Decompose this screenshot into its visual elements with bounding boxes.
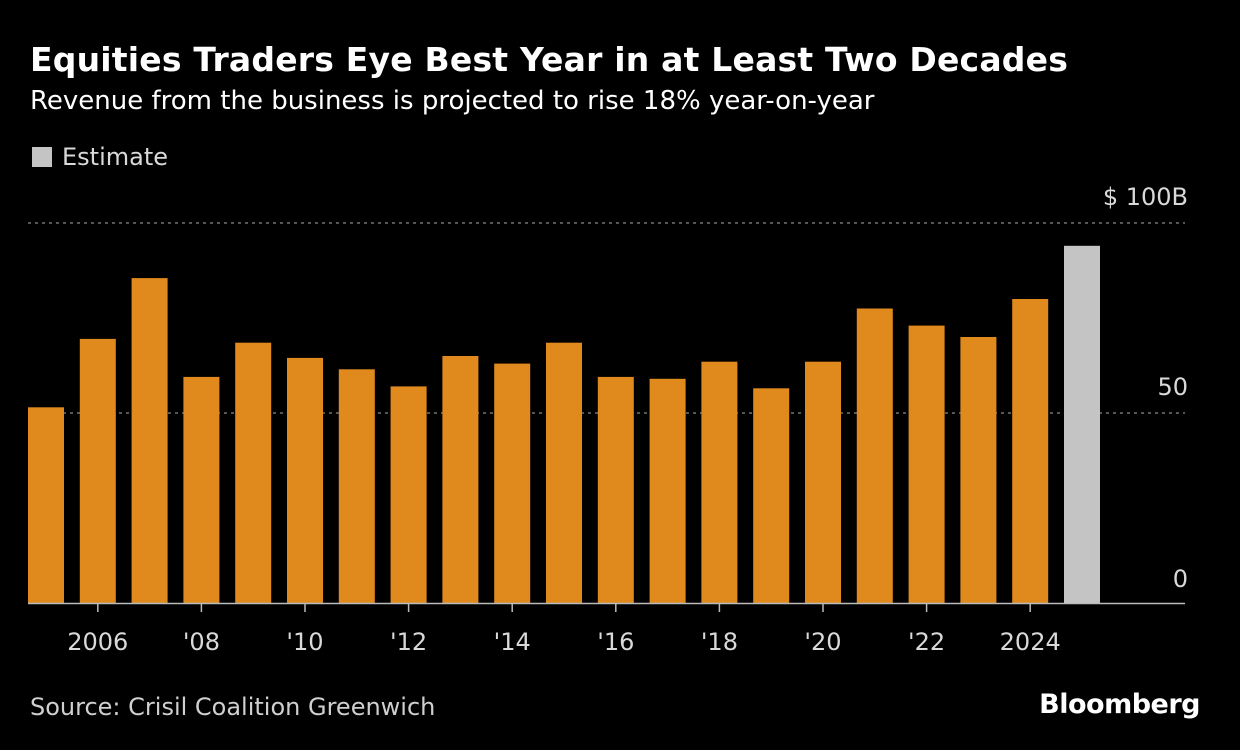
y-tick-label: 0 (1173, 565, 1188, 593)
x-tick-label: 2006 (67, 628, 128, 656)
bar-2005 (28, 407, 64, 603)
x-tick-label: '10 (286, 628, 323, 656)
x-tick-label: '08 (183, 628, 220, 656)
legend-swatch-estimate (32, 147, 52, 167)
legend: Estimate (32, 143, 168, 171)
bar-2025-estimate (1064, 245, 1100, 604)
bar-2008 (183, 376, 220, 603)
bar-2022 (908, 325, 945, 603)
bar-2017 (649, 378, 686, 603)
bar-2020 (805, 361, 841, 603)
bar-2012 (390, 386, 427, 603)
bar-2006 (79, 338, 116, 603)
bar-2014 (494, 363, 531, 603)
source-note: Source: Crisil Coalition Greenwich (30, 693, 436, 721)
chart-subtitle: Revenue from the business is projected t… (30, 86, 875, 116)
bar-2019 (753, 388, 790, 603)
x-tick-label: '22 (908, 628, 945, 656)
bar-2010 (287, 357, 323, 603)
x-tick-label: '18 (701, 628, 738, 656)
bar-2011 (338, 369, 375, 603)
x-tick-label: '14 (494, 628, 531, 656)
x-tick-label: '16 (597, 628, 634, 656)
bar-2021 (856, 308, 893, 603)
bar-2016 (597, 376, 634, 603)
bar-2023 (960, 337, 997, 603)
bar-2024 (1012, 299, 1049, 603)
bloomberg-logo: Bloomberg (1039, 689, 1200, 720)
x-tick-label: 2024 (1000, 628, 1061, 656)
bar-2009 (235, 342, 272, 603)
x-tick-label: '12 (390, 628, 427, 656)
bar-2015 (546, 342, 582, 603)
axis-layer: 0 50 $ 100B 2006 '08 '10 '12 '14 '16 '18 '20 '22 202… (28, 183, 1188, 656)
bar-2007 (131, 278, 168, 603)
y-tick-label: $ 100B (1103, 183, 1188, 211)
x-tick-label: '20 (804, 628, 841, 656)
y-tick-label: 50 (1157, 373, 1188, 401)
bars-layer (28, 245, 1100, 604)
bar-2018 (701, 361, 738, 603)
chart-title: Equities Traders Eye Best Year in at Lea… (30, 40, 1069, 79)
bar-2013 (442, 356, 479, 603)
legend-label-estimate: Estimate (62, 143, 169, 171)
